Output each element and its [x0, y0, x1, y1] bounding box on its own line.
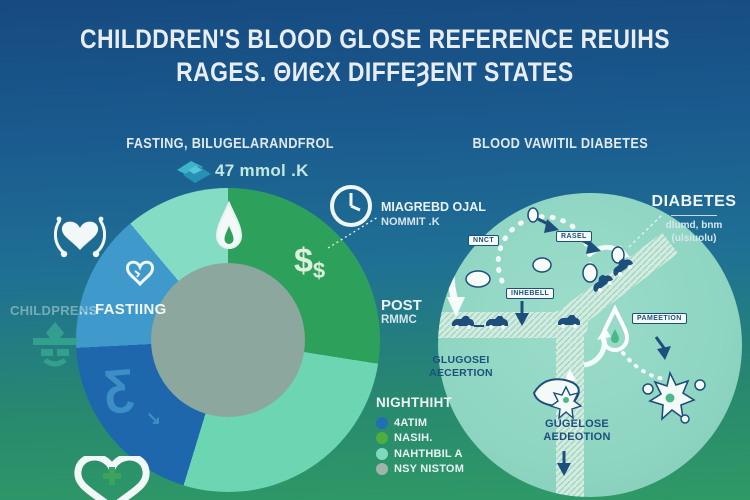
- pathway-box-inhebell: INHEBELL: [506, 288, 555, 299]
- amount-label: 47 mmol .K: [215, 161, 309, 180]
- left-section-header: FASTING, BILUGELARANDFROL: [126, 135, 334, 152]
- pathway-box-nnct: NNCT: [468, 235, 500, 246]
- car-icons: [452, 258, 634, 329]
- splat-small-icon: [549, 385, 583, 420]
- legend-dot-blue: [376, 416, 388, 429]
- right-section-header: BLOOD VAWITIL DIABETES: [472, 135, 648, 152]
- legend-item: NAHTHBIL A: [376, 446, 464, 462]
- heart-outline-icon: [126, 260, 154, 287]
- callout-post-line1: POST: [381, 297, 422, 314]
- chart-legend: NIGHTHIHT 4ATIM NASIH. NAHTHBIL A NSY NI…: [376, 395, 464, 477]
- childrens-label: CHILDPRENS: [10, 303, 98, 318]
- callout-post-line2: RMMC: [381, 314, 417, 326]
- clock-icon: [330, 185, 372, 227]
- insulin-drop-icon: [600, 304, 630, 352]
- callout-top-line2: NOMMIT .K: [381, 216, 440, 228]
- ornament-icon: [33, 322, 77, 367]
- heart-cross-icon: [74, 456, 150, 500]
- pathway-box-rasel: RASEL: [556, 231, 592, 242]
- diabetes-callout: DIABETES dlumd, bnm (ulsiuolu): [640, 193, 748, 245]
- glucose-left-note: GLUGOSEI AECERTION: [429, 354, 493, 379]
- diabetes-divider: [671, 215, 717, 216]
- flourish-arrow-icon: ↘: [146, 408, 162, 428]
- flourish-glyph-icon: Ƹ: [101, 359, 136, 416]
- curved-arrow-center: [583, 338, 607, 368]
- pathway-box-pameetion: PAMEETION: [632, 313, 687, 324]
- callout-post: POST RMMC: [381, 298, 422, 328]
- legend-dot-mint: [376, 447, 388, 460]
- legend-item: NASIH.: [376, 431, 464, 447]
- heart-stethoscope-icon: [54, 216, 106, 258]
- page-title-line1: CHILDDREN'S BLOOD GLOSE REFERENCE REUIHS: [80, 24, 670, 54]
- callout-top-line1: MIAGREBD OJAL: [381, 200, 486, 214]
- navy-arrows: [515, 217, 671, 476]
- glucose-bottom-note: GUGELOSE AEDEOTION: [543, 418, 611, 443]
- diabetes-sub2: (ulsiuolu): [671, 233, 717, 244]
- legend-item: NSY NISTOM: [376, 462, 464, 478]
- water-drop-icon: [215, 200, 243, 249]
- dollar-icon: $$: [294, 242, 326, 283]
- splat-large-icon: [642, 370, 706, 424]
- legend-title: NIGHTHIHT: [376, 395, 453, 410]
- legend-dot-gray: [376, 463, 388, 476]
- callout-top: MIAGREBD OJAL NOMMIT .K: [381, 200, 486, 230]
- pathway-diagram: [438, 197, 706, 497]
- ribbon-icon: [177, 161, 211, 183]
- road-diagonal: [556, 232, 678, 334]
- fasting-segment-label: FASTIING: [95, 301, 167, 318]
- diabetes-title: DIABETES: [651, 193, 737, 210]
- legend-item: 4ATIM: [376, 415, 464, 431]
- legend-dot-green: [376, 432, 388, 445]
- diabetes-sub1: dlumd, bnm: [665, 220, 723, 231]
- donut-center: [151, 263, 305, 417]
- page-title-line2: RAGES. ΘИЄX DIFFEȜENT STATES: [176, 57, 574, 87]
- pathway-circle: [438, 193, 742, 497]
